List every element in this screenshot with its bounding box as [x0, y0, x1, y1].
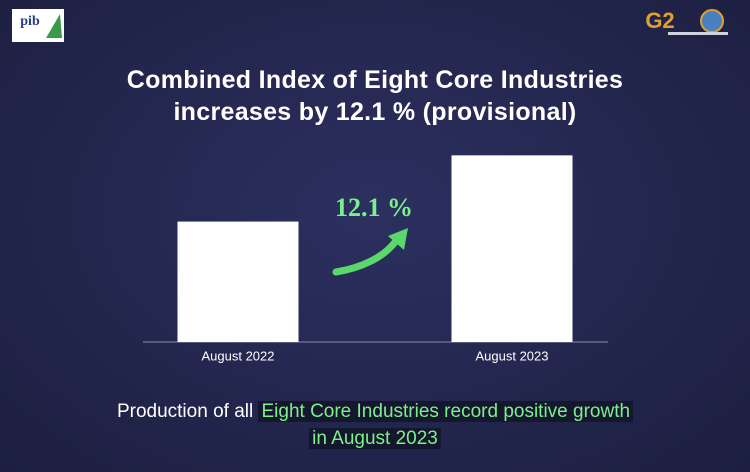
arrow-head	[388, 228, 408, 250]
logo-strip	[668, 32, 728, 35]
logo-text: pib	[20, 14, 40, 29]
logo-globe	[700, 9, 724, 33]
bar	[451, 155, 573, 342]
logo-text: G2	[645, 8, 674, 33]
chart-title: Combined Index of Eight Core Industries …	[126, 66, 624, 126]
pib-logo: pib	[12, 9, 64, 42]
x-tick-label: August 2023	[475, 348, 548, 363]
growth-arrow	[332, 234, 402, 276]
bar	[177, 221, 299, 342]
caption: Production of all Eight Core Industries …	[115, 398, 635, 452]
g20-logo: G2	[645, 8, 728, 35]
logo-accent	[46, 14, 62, 38]
annotation: 12.1 %	[335, 193, 413, 222]
caption-highlight: Eight Core Industries record positive gr…	[258, 401, 634, 449]
caption-plain: Production of all	[116, 401, 254, 422]
x-tick-label: August 2022	[201, 348, 274, 363]
